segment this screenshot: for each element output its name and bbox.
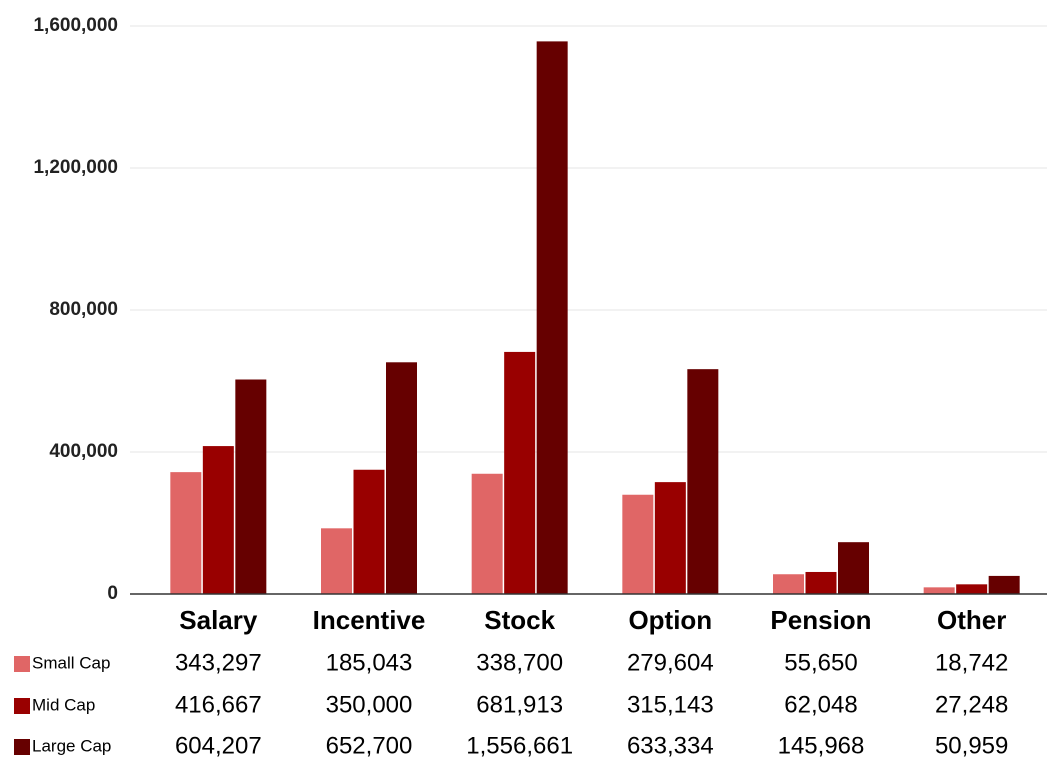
table-value: 27,248 (935, 691, 1008, 718)
bar (235, 379, 267, 594)
legend-swatch (14, 739, 30, 755)
bar (923, 587, 955, 594)
x-tick-label: Salary (179, 605, 258, 635)
bar (622, 494, 654, 594)
bar (353, 469, 385, 594)
bar (654, 482, 686, 594)
table-value: 652,700 (326, 732, 413, 757)
y-tick-label: 1,600,000 (33, 15, 118, 36)
table-value: 343,297 (175, 649, 262, 676)
legend-label: Large Cap (32, 736, 111, 755)
bar (687, 369, 719, 594)
table-value: 315,143 (627, 691, 714, 718)
table-value: 338,700 (476, 649, 563, 676)
table-value: 416,667 (175, 691, 262, 718)
bar (504, 351, 536, 594)
x-tick-label: Option (628, 605, 712, 635)
legend-label: Small Cap (32, 653, 110, 672)
table-value: 145,968 (778, 732, 865, 757)
bar (471, 473, 503, 594)
bar (988, 575, 1020, 594)
table-value: 604,207 (175, 732, 262, 757)
table-value: 350,000 (326, 691, 413, 718)
y-tick-label: 1,200,000 (33, 157, 118, 178)
table-value: 50,959 (935, 732, 1008, 757)
table-value: 633,334 (627, 732, 714, 757)
table-value: 185,043 (326, 649, 413, 676)
y-tick-label: 400,000 (49, 441, 118, 462)
x-tick-label: Incentive (313, 605, 426, 635)
legend-swatch (14, 698, 30, 714)
x-tick-label: Stock (484, 605, 555, 635)
legend-swatch (14, 656, 30, 672)
bar (773, 574, 804, 594)
table-value: 18,742 (935, 649, 1008, 676)
legend-label: Mid Cap (32, 695, 95, 714)
y-tick-label: 0 (107, 583, 118, 604)
bar (956, 584, 988, 594)
x-tick-label: Other (937, 605, 1006, 635)
y-tick-label: 800,000 (49, 299, 118, 320)
table-value: 1,556,661 (466, 732, 573, 757)
bar (321, 528, 352, 594)
table-value: 279,604 (627, 649, 714, 676)
bar (838, 542, 869, 594)
table-value: 62,048 (784, 691, 857, 718)
bar (386, 362, 417, 594)
table-value: 681,913 (476, 691, 563, 718)
bar (805, 571, 837, 594)
x-tick-label: Pension (770, 605, 871, 635)
bar (202, 446, 234, 594)
bar (536, 41, 568, 594)
table-value: 55,650 (784, 649, 857, 676)
bar (170, 472, 202, 594)
